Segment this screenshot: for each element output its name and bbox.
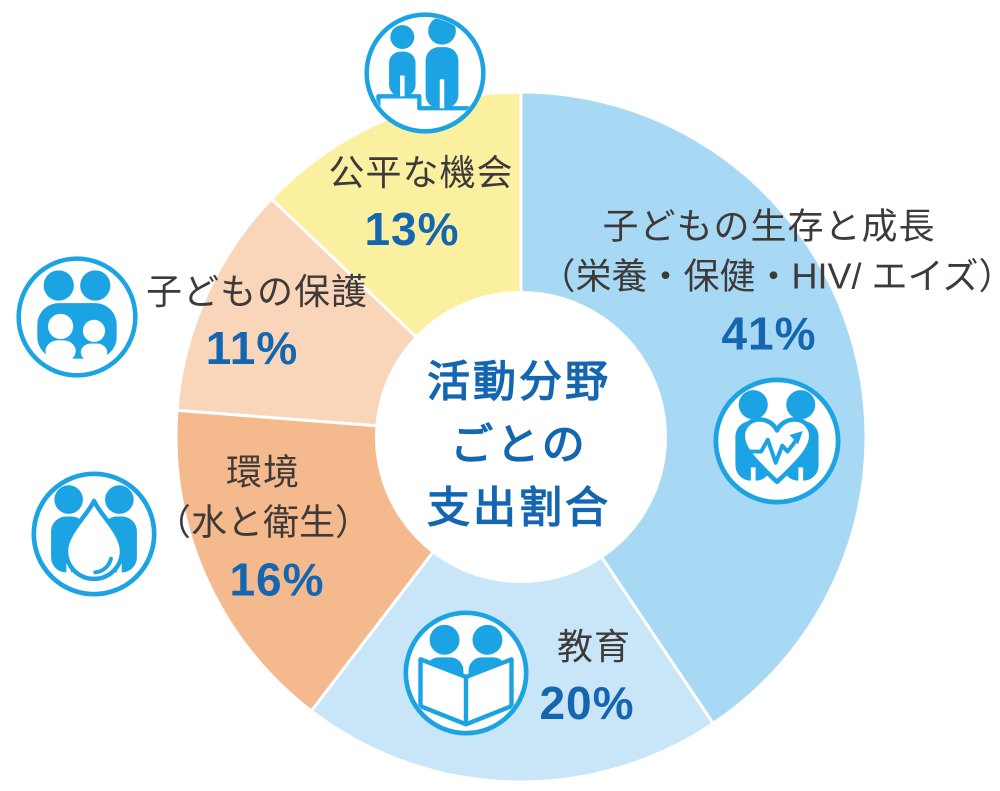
segment-name-environment: 環境	[225, 451, 301, 493]
segment-percent-equal: 13%	[364, 203, 460, 256]
segment-percent-environment: 16%	[229, 553, 325, 606]
donut-center-title: 活動分野 ごとの 支出割合	[427, 352, 611, 541]
segment-sub-survival: （栄養・保健・HIV/ エイズ）	[539, 256, 1000, 298]
pie-segment-0	[519, 90, 868, 725]
family-parents-children-icon	[16, 256, 138, 378]
segment-name-survival: 子どもの生存と成長	[602, 205, 936, 247]
label-survival-growth: 子どもの生存と成長 （栄養・保健・HIV/ エイズ） 41%	[532, 202, 1000, 361]
segment-sub-environment: （水と衛生）	[154, 502, 372, 544]
segment-percent-protection: 11%	[205, 322, 299, 375]
center-title-line-2: ごとの	[450, 421, 588, 470]
people-heart-pulse-icon	[713, 377, 841, 505]
segment-percent-education: 20%	[539, 677, 635, 730]
segment-name-equal: 公平な機会	[328, 151, 514, 193]
segment-name-education: 教育	[556, 625, 632, 667]
label-education: 教育 20%	[539, 622, 641, 730]
segment-percent-survival: 41%	[721, 307, 817, 360]
donut-hole	[375, 291, 667, 583]
people-water-drop-icon	[31, 471, 157, 597]
label-child-protection: 子どもの保護 11%	[146, 267, 368, 375]
label-environment: 環境 （水と衛生） 16%	[155, 448, 371, 607]
people-on-podium-icon	[364, 12, 486, 134]
center-title-line-1: 活動分野	[427, 358, 611, 407]
segment-name-protection: 子どもの保護	[145, 270, 369, 312]
center-title-line-3: 支出割合	[427, 484, 611, 533]
people-reading-book-icon	[403, 610, 529, 736]
label-equal-opportunity: 公平な機会 13%	[328, 148, 513, 256]
